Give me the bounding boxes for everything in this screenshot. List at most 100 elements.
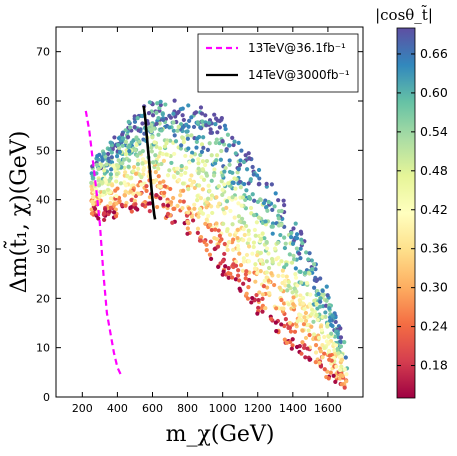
- scatter-point: [101, 189, 107, 195]
- scatter-point: [171, 111, 176, 116]
- scatter-point: [325, 293, 330, 298]
- scatter-point: [237, 162, 243, 167]
- scatter-point: [326, 348, 332, 354]
- scatter-point: [227, 232, 233, 237]
- scatter-point: [181, 117, 186, 123]
- scatter-point: [107, 178, 112, 183]
- scatter-point: [172, 98, 177, 103]
- scatter-point: [191, 124, 197, 130]
- scatter-point: [114, 171, 120, 177]
- scatter-point: [162, 184, 168, 189]
- scatter-point: [168, 186, 173, 192]
- scatter-point: [132, 125, 137, 130]
- scatter-point: [205, 147, 211, 152]
- scatter-point: [204, 217, 209, 222]
- scatter-point: [282, 337, 287, 342]
- scatter-point: [167, 125, 172, 130]
- x-tick-label: 400: [107, 402, 128, 415]
- scatter-point: [150, 135, 155, 140]
- scatter-point: [196, 161, 201, 166]
- scatter-point: [100, 180, 105, 185]
- x-tick-label: 600: [142, 402, 163, 415]
- scatter-point: [131, 169, 136, 174]
- scatter-point: [255, 270, 260, 275]
- scatter-point: [103, 207, 108, 212]
- scatter-point: [247, 156, 252, 161]
- scatter-point: [256, 167, 262, 173]
- scatter-point: [274, 306, 279, 311]
- scatter-point: [323, 303, 329, 308]
- scatter-point: [223, 126, 228, 132]
- scatter-point: [220, 259, 225, 264]
- scatter-point: [264, 204, 269, 210]
- scatter-point: [241, 259, 247, 264]
- scatter-point: [250, 251, 255, 256]
- scatter-point: [338, 335, 344, 340]
- scatter-point: [249, 300, 254, 305]
- scatter-point: [220, 139, 225, 144]
- scatter-point: [290, 337, 295, 342]
- scatter-point: [227, 158, 232, 163]
- scatter-point: [300, 340, 305, 345]
- scatter-point: [310, 307, 315, 312]
- scatter-point: [307, 332, 312, 338]
- scatter-point: [89, 207, 94, 212]
- scatter-point: [213, 116, 219, 121]
- scatter-point: [180, 135, 185, 140]
- scatter-point: [302, 270, 308, 276]
- scatter-point: [186, 103, 191, 108]
- scatter-point: [190, 218, 196, 223]
- scatter-point: [269, 182, 274, 187]
- scatter-point: [129, 197, 134, 203]
- scatter-point: [338, 344, 344, 349]
- scatter-point: [207, 252, 213, 257]
- scatter-point: [284, 262, 289, 267]
- scatter-point: [281, 306, 286, 311]
- scatter-point: [165, 211, 171, 216]
- scatter-point: [173, 139, 179, 144]
- scatter-point: [172, 175, 177, 180]
- scatter-point: [156, 166, 161, 171]
- scatter-point: [276, 216, 281, 221]
- scatter-point: [310, 267, 315, 272]
- scatter-point: [231, 247, 236, 252]
- scatter-point: [254, 220, 259, 225]
- scatter-point: [144, 184, 149, 189]
- scatter-point: [225, 247, 230, 252]
- scatter-point: [266, 199, 271, 205]
- y-axis: 0 10 20 30 40 50 60 70: [36, 46, 363, 404]
- scatter-point: [230, 275, 235, 280]
- scatter-point: [244, 269, 249, 274]
- scatter-point: [252, 266, 258, 271]
- scatter-point: [196, 214, 201, 219]
- scatter-point: [176, 124, 181, 129]
- scatter-point: [336, 351, 341, 356]
- scatter-point: [200, 119, 205, 124]
- scatter-point: [291, 295, 296, 300]
- scatter-point: [187, 160, 192, 165]
- scatter-point: [247, 195, 252, 200]
- scatter-point: [280, 280, 285, 286]
- scatter-point: [244, 252, 250, 258]
- scatter-point: [147, 201, 153, 206]
- scatter-point: [178, 122, 184, 127]
- scatter-point: [195, 193, 200, 199]
- scatter-point: [155, 204, 160, 210]
- scatter-point: [100, 155, 105, 160]
- scatter-point: [239, 203, 244, 208]
- scatter-point: [316, 291, 321, 297]
- scatter-point: [175, 128, 180, 133]
- scatter-point: [151, 180, 157, 185]
- scatter-point: [288, 339, 293, 344]
- scatter-point: [303, 310, 309, 316]
- scatter-point: [297, 298, 302, 303]
- scatter-point: [215, 244, 221, 249]
- scatter-point: [155, 101, 160, 106]
- scatter-point: [209, 227, 214, 233]
- scatter-point: [230, 240, 235, 245]
- x-tick-label: 1400: [279, 402, 307, 415]
- scatter-point: [242, 232, 247, 238]
- scatter-point: [140, 161, 145, 166]
- legend-label-13tev: 13TeV@36.1fb⁻¹: [248, 41, 346, 55]
- scatter-point: [186, 146, 191, 151]
